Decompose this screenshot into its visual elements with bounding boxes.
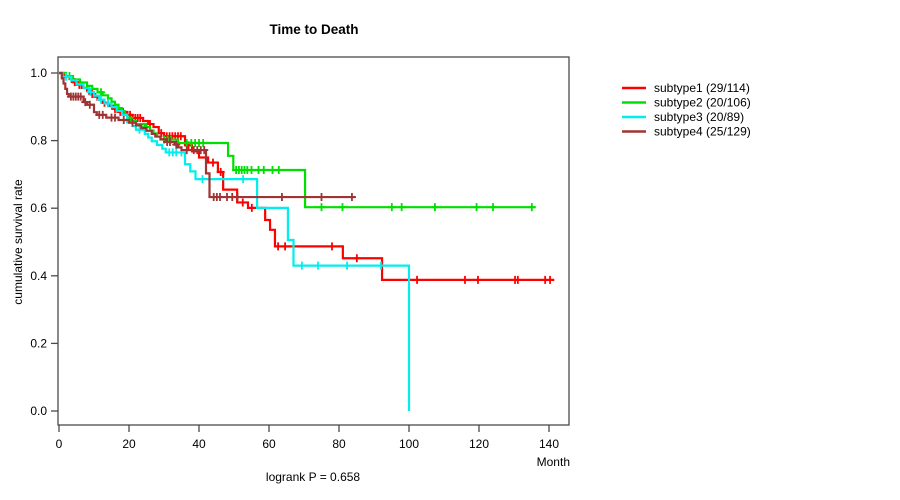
survival-curve-subtype2 [59, 71, 535, 209]
plot-box [57, 56, 570, 426]
x-tick-label: 60 [262, 437, 276, 451]
legend-label-subtype4: subtype4 (25/129) [654, 125, 751, 139]
x-tick-label: 140 [539, 437, 559, 451]
survival-curves [59, 71, 555, 411]
x-tick-label: 20 [122, 437, 136, 451]
y-axis-label: cumulative survival rate [11, 179, 25, 305]
y-tick-label: 0.2 [30, 336, 47, 350]
legend-label-subtype2: subtype2 (20/106) [654, 96, 751, 110]
axes: 0 20 40 60 80 100 120 140 0.0 0.2 0.4 0.6 0.8 1.0 [30, 56, 570, 451]
y-tick-label: 0.8 [30, 134, 47, 148]
x-tick-label: 0 [56, 437, 63, 451]
legend-label-subtype1: subtype1 (29/114) [654, 81, 750, 95]
logrank-pvalue: logrank P = 0.658 [266, 470, 361, 484]
legend-label-subtype3: subtype3 (20/89) [654, 110, 744, 124]
legend: subtype1 (29/114)subtype2 (20/106)subtyp… [622, 81, 751, 139]
survival-curve-subtype3 [59, 71, 411, 411]
x-tick-label: 100 [399, 437, 419, 451]
x-tick-label: 120 [469, 437, 489, 451]
x-tick-label: 40 [192, 437, 206, 451]
censor-marks-subtype2 [65, 72, 536, 212]
y-tick-label: 0.6 [30, 201, 47, 215]
y-tick-label: 0.0 [30, 404, 47, 418]
survival-curve-subtype1 [59, 71, 555, 281]
censor-marks-subtype1 [70, 78, 555, 284]
censor-marks-subtype4 [66, 92, 356, 202]
chart-title: Time to Death [269, 22, 358, 37]
y-tick-label: 0.4 [30, 269, 47, 283]
x-axis-label: Month [537, 455, 570, 469]
x-tick-label: 80 [332, 437, 346, 451]
y-tick-label: 1.0 [30, 66, 47, 80]
